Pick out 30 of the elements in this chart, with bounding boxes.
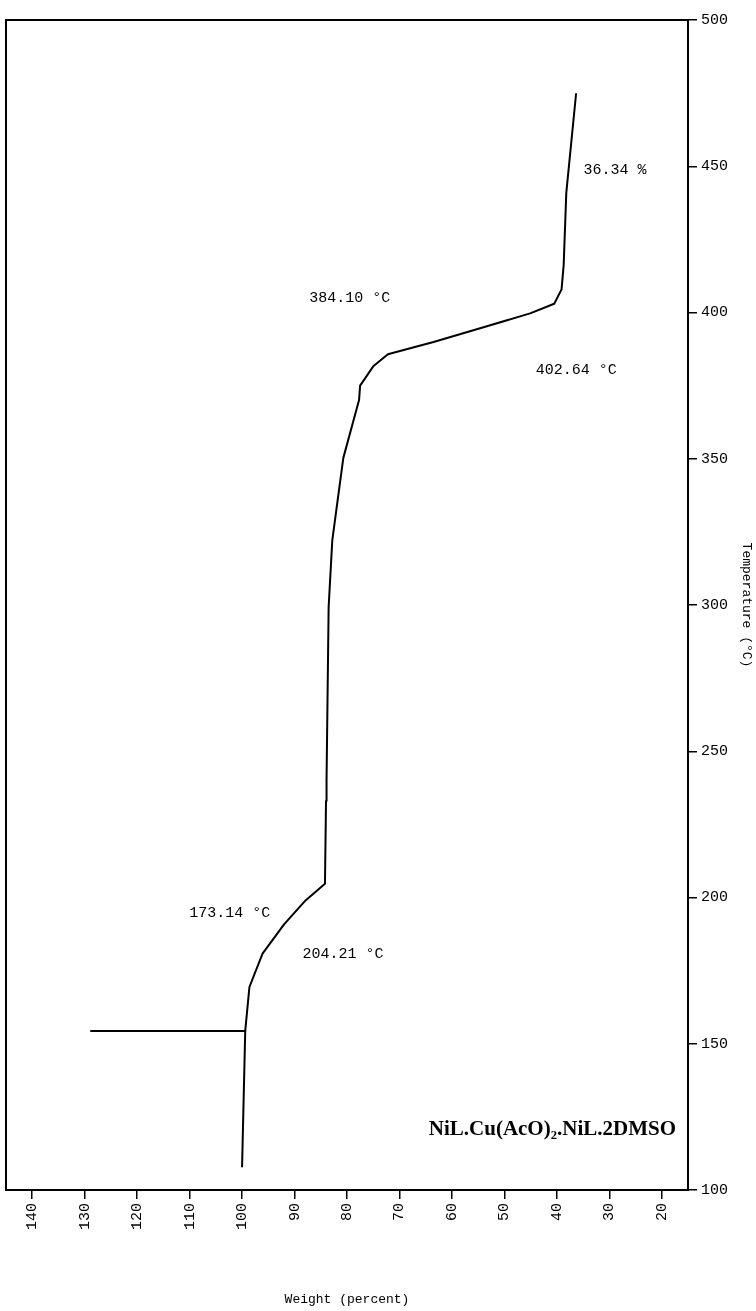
x-tick-label: 90	[286, 1203, 304, 1222]
y-tick-label: 200	[701, 889, 729, 907]
x-tick-label: 130	[76, 1203, 94, 1231]
y-tick-label: 300	[701, 596, 729, 614]
annotation: 36.34 %	[583, 161, 648, 179]
y-axis-title: Temperature (°C)	[738, 542, 754, 668]
x-tick-label: 40	[548, 1203, 566, 1222]
y-tick-label: 150	[701, 1035, 729, 1053]
x-tick-label: 60	[443, 1203, 461, 1222]
x-tick-label: 50	[496, 1203, 514, 1222]
annotation: 402.64 °C	[535, 361, 617, 379]
x-tick-label: 80	[338, 1203, 356, 1222]
annotation: 173.14 °C	[189, 904, 271, 922]
annotation: 384.10 °C	[309, 290, 391, 308]
x-tick-label: 140	[24, 1203, 42, 1231]
x-tick-label: 70	[391, 1203, 409, 1222]
text: NiL.Cu(AcO)₂.NiL.2DMSO	[428, 1116, 676, 1141]
y-tick-label: 350	[701, 450, 729, 468]
annotation: 204.21 °C	[302, 945, 384, 963]
x-axis-title: Weight (percent)	[284, 1291, 410, 1307]
x-tick-label: 110	[181, 1203, 199, 1231]
x-tick-label: 30	[601, 1203, 619, 1222]
y-tick-label: 250	[701, 743, 729, 761]
x-tick-label: 20	[653, 1203, 671, 1222]
y-tick-label: 450	[701, 158, 729, 176]
y-tick-label: 400	[701, 304, 729, 322]
x-tick-label: 100	[234, 1203, 252, 1231]
y-tick-label: 500	[701, 11, 729, 29]
x-tick-label: 120	[129, 1203, 147, 1231]
y-tick-label: 100	[701, 1181, 729, 1199]
